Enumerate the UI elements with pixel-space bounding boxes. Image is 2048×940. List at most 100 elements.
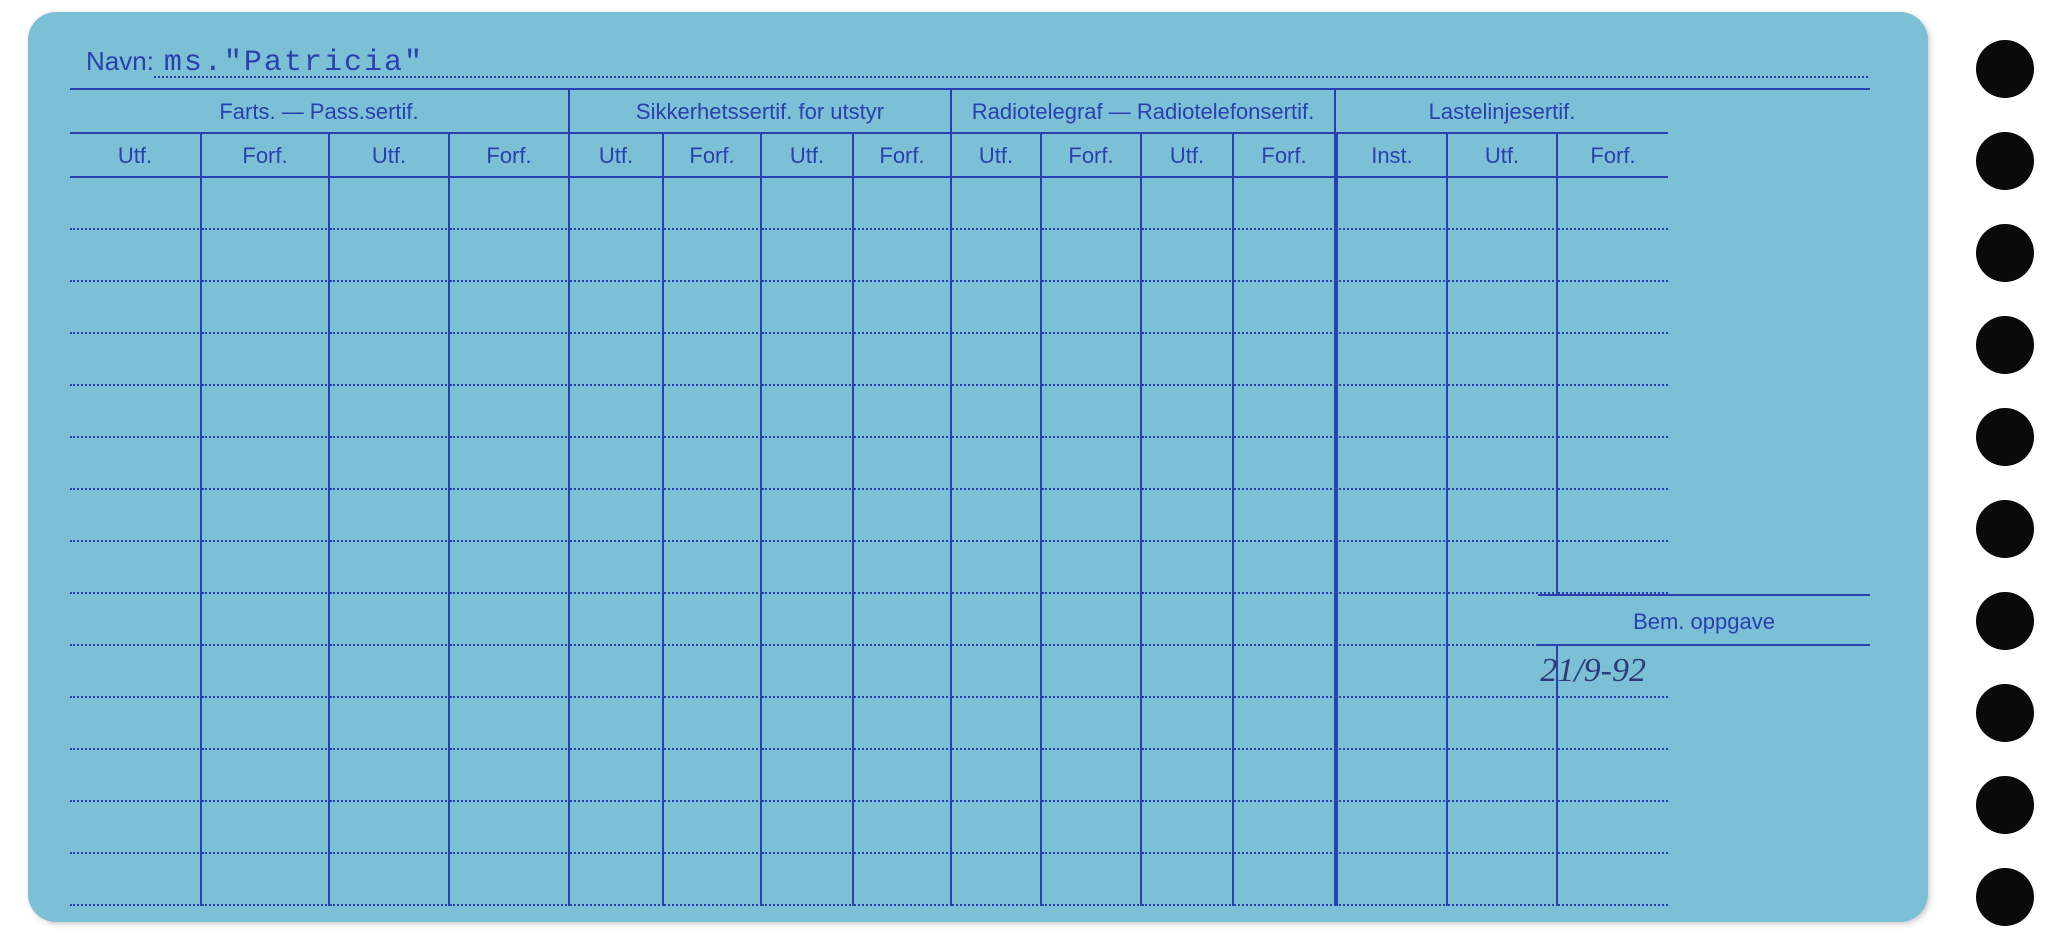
table-cell [762,282,854,334]
navn-underline [154,76,1868,78]
table-cell [1234,646,1336,698]
table-cell [70,854,202,906]
table-cell [762,334,854,386]
table-cell [570,230,664,282]
table-cell [70,438,202,490]
col-utf-2: Utf. [330,134,450,178]
col-forf-5: Forf. [1042,134,1142,178]
table-cell [1042,386,1142,438]
table-cell [1042,490,1142,542]
table-cell [664,750,762,802]
table-cell [1336,438,1448,490]
table-cell [1448,230,1558,282]
table-cell [952,750,1042,802]
grid-area: Bem. oppgave 21/9-92 [70,178,1870,908]
punch-hole [1976,868,2034,926]
table-cell [202,594,330,646]
col-utf-3: Utf. [570,134,664,178]
table-cell [854,334,952,386]
table-cell [952,802,1042,854]
table-cell [762,438,854,490]
table-row [70,386,1870,438]
table-cell [1336,750,1448,802]
col-forf-4: Forf. [854,134,952,178]
table-cell [570,490,664,542]
table-cell [1234,854,1336,906]
table-cell [330,646,450,698]
table-cell [762,490,854,542]
table-cell [70,594,202,646]
table-cell [330,802,450,854]
table-cell [450,750,570,802]
punch-hole [1976,776,2034,834]
table-cell [854,386,952,438]
punch-hole [1976,132,2034,190]
table-cell [202,386,330,438]
table-cell [202,750,330,802]
table-cell [1042,438,1142,490]
table-cell [202,802,330,854]
table-cell [570,802,664,854]
table-cell [1234,594,1336,646]
punch-hole [1976,684,2034,742]
table-cell [762,698,854,750]
table-cell [664,334,762,386]
table-cell [330,698,450,750]
table-cell [1234,282,1336,334]
table-cell [202,542,330,594]
table-cell [854,594,952,646]
table-cell [854,542,952,594]
table-cell [70,334,202,386]
table-cell [1142,802,1234,854]
table-cell [570,594,664,646]
table-cell [1558,178,1668,230]
table-cell [664,178,762,230]
table-cell [1448,490,1558,542]
table-cell [952,282,1042,334]
table-cell [1558,438,1668,490]
table-cell [330,282,450,334]
table-cell [1558,802,1668,854]
punch-hole [1976,500,2034,558]
sub-headers: Utf. Forf. Utf. Forf. Utf. Forf. Utf. Fo… [70,134,1870,178]
group-sikkerhet: Sikkerhetssertif. for utstyr [570,90,952,134]
table-cell [1042,334,1142,386]
table-cell [1042,750,1142,802]
table-cell [70,802,202,854]
handwritten-date: 21/9-92 [1540,652,1646,690]
table-cell [570,386,664,438]
table-cell [450,490,570,542]
table-cell [1042,282,1142,334]
table-cell [952,386,1042,438]
table-cell [570,282,664,334]
table-cell [1448,334,1558,386]
table-cell [1448,750,1558,802]
table-row [70,802,1870,854]
table-cell [1142,646,1234,698]
col-forf-1: Forf. [202,134,330,178]
table-cell [664,490,762,542]
table-cell [952,490,1042,542]
table-cell [1448,802,1558,854]
table-cell [664,698,762,750]
table-cell [450,646,570,698]
table-cell [570,438,664,490]
table-cell [1448,178,1558,230]
table-cell [1142,282,1234,334]
table-cell [202,490,330,542]
table-cell [1558,386,1668,438]
table-cell [330,230,450,282]
table-cell [1448,698,1558,750]
navn-row: Navn: ms."Patricia" [86,46,1866,88]
table-cell [1558,542,1668,594]
navn-label: Navn: [86,46,154,77]
table-cell [70,386,202,438]
record-card: Navn: ms."Patricia" Farts. — Pass.sertif… [28,12,1928,922]
table-cell [1234,542,1336,594]
table-cell [1142,854,1234,906]
table-cell [952,334,1042,386]
table-cell [664,594,762,646]
table-row [70,490,1870,542]
table-cell [1234,386,1336,438]
punch-hole [1976,408,2034,466]
